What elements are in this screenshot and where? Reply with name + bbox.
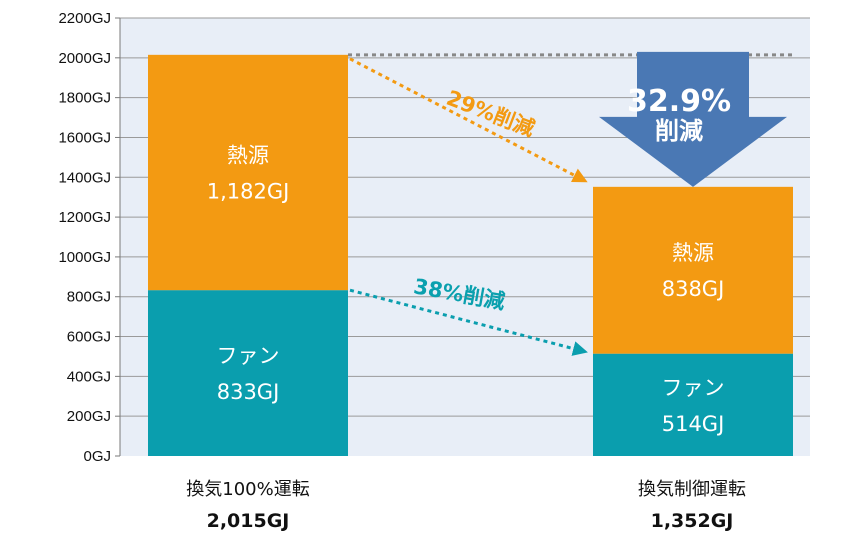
segment-name: ファン: [217, 344, 280, 368]
bar-segment-fan-1: [148, 290, 348, 456]
segment-value: 1,182GJ: [207, 179, 290, 203]
y-tick-label: 200GJ: [67, 408, 111, 425]
y-tick-label: 2200GJ: [58, 10, 111, 27]
segment-value: 514GJ: [662, 412, 725, 436]
bar-segment-heat-2: [593, 186, 793, 354]
y-axis-ticks: 0GJ 200GJ 400GJ 600GJ 800GJ 1000GJ 1200GJ 1400G…: [58, 10, 120, 465]
category-total-2: 1,352GJ: [651, 510, 734, 532]
total-reduction-arrow: [599, 51, 787, 187]
category-label-1: 換気100%運転: [186, 479, 309, 500]
segment-name: ファン: [662, 376, 725, 400]
y-tick-label: 800GJ: [67, 289, 111, 306]
y-tick-label: 600GJ: [67, 329, 111, 346]
y-tick-label: 1200GJ: [58, 209, 111, 226]
segment-name: 熱源: [227, 143, 269, 167]
category-total-1: 2,015GJ: [207, 510, 290, 532]
y-tick-label: 1000GJ: [58, 249, 111, 266]
y-tick-label: 1400GJ: [58, 169, 111, 186]
total-reduction-word: 削減: [655, 117, 703, 145]
fan-reduction-arrow: [349, 288, 588, 356]
bars: [148, 54, 793, 456]
y-tick-label: 2000GJ: [58, 50, 111, 67]
y-tick-label: 0GJ: [83, 448, 111, 465]
segment-value: 838GJ: [662, 277, 725, 301]
total-reduction-value: 32.9%: [627, 84, 731, 119]
category-label-2: 換気制御運転: [638, 479, 746, 500]
bar-segment-heat-1: [148, 54, 348, 291]
y-tick-label: 1800GJ: [58, 90, 111, 107]
bar-segment-fan-2: [593, 353, 793, 456]
y-tick-label: 1600GJ: [58, 129, 111, 146]
segment-name: 熱源: [672, 241, 714, 265]
segment-value: 833GJ: [217, 380, 280, 404]
y-tick-label: 400GJ: [67, 368, 111, 385]
segment-labels: ファン 833GJ 熱源 1,182GJ ファン 514GJ 熱源 838GJ: [207, 143, 725, 435]
